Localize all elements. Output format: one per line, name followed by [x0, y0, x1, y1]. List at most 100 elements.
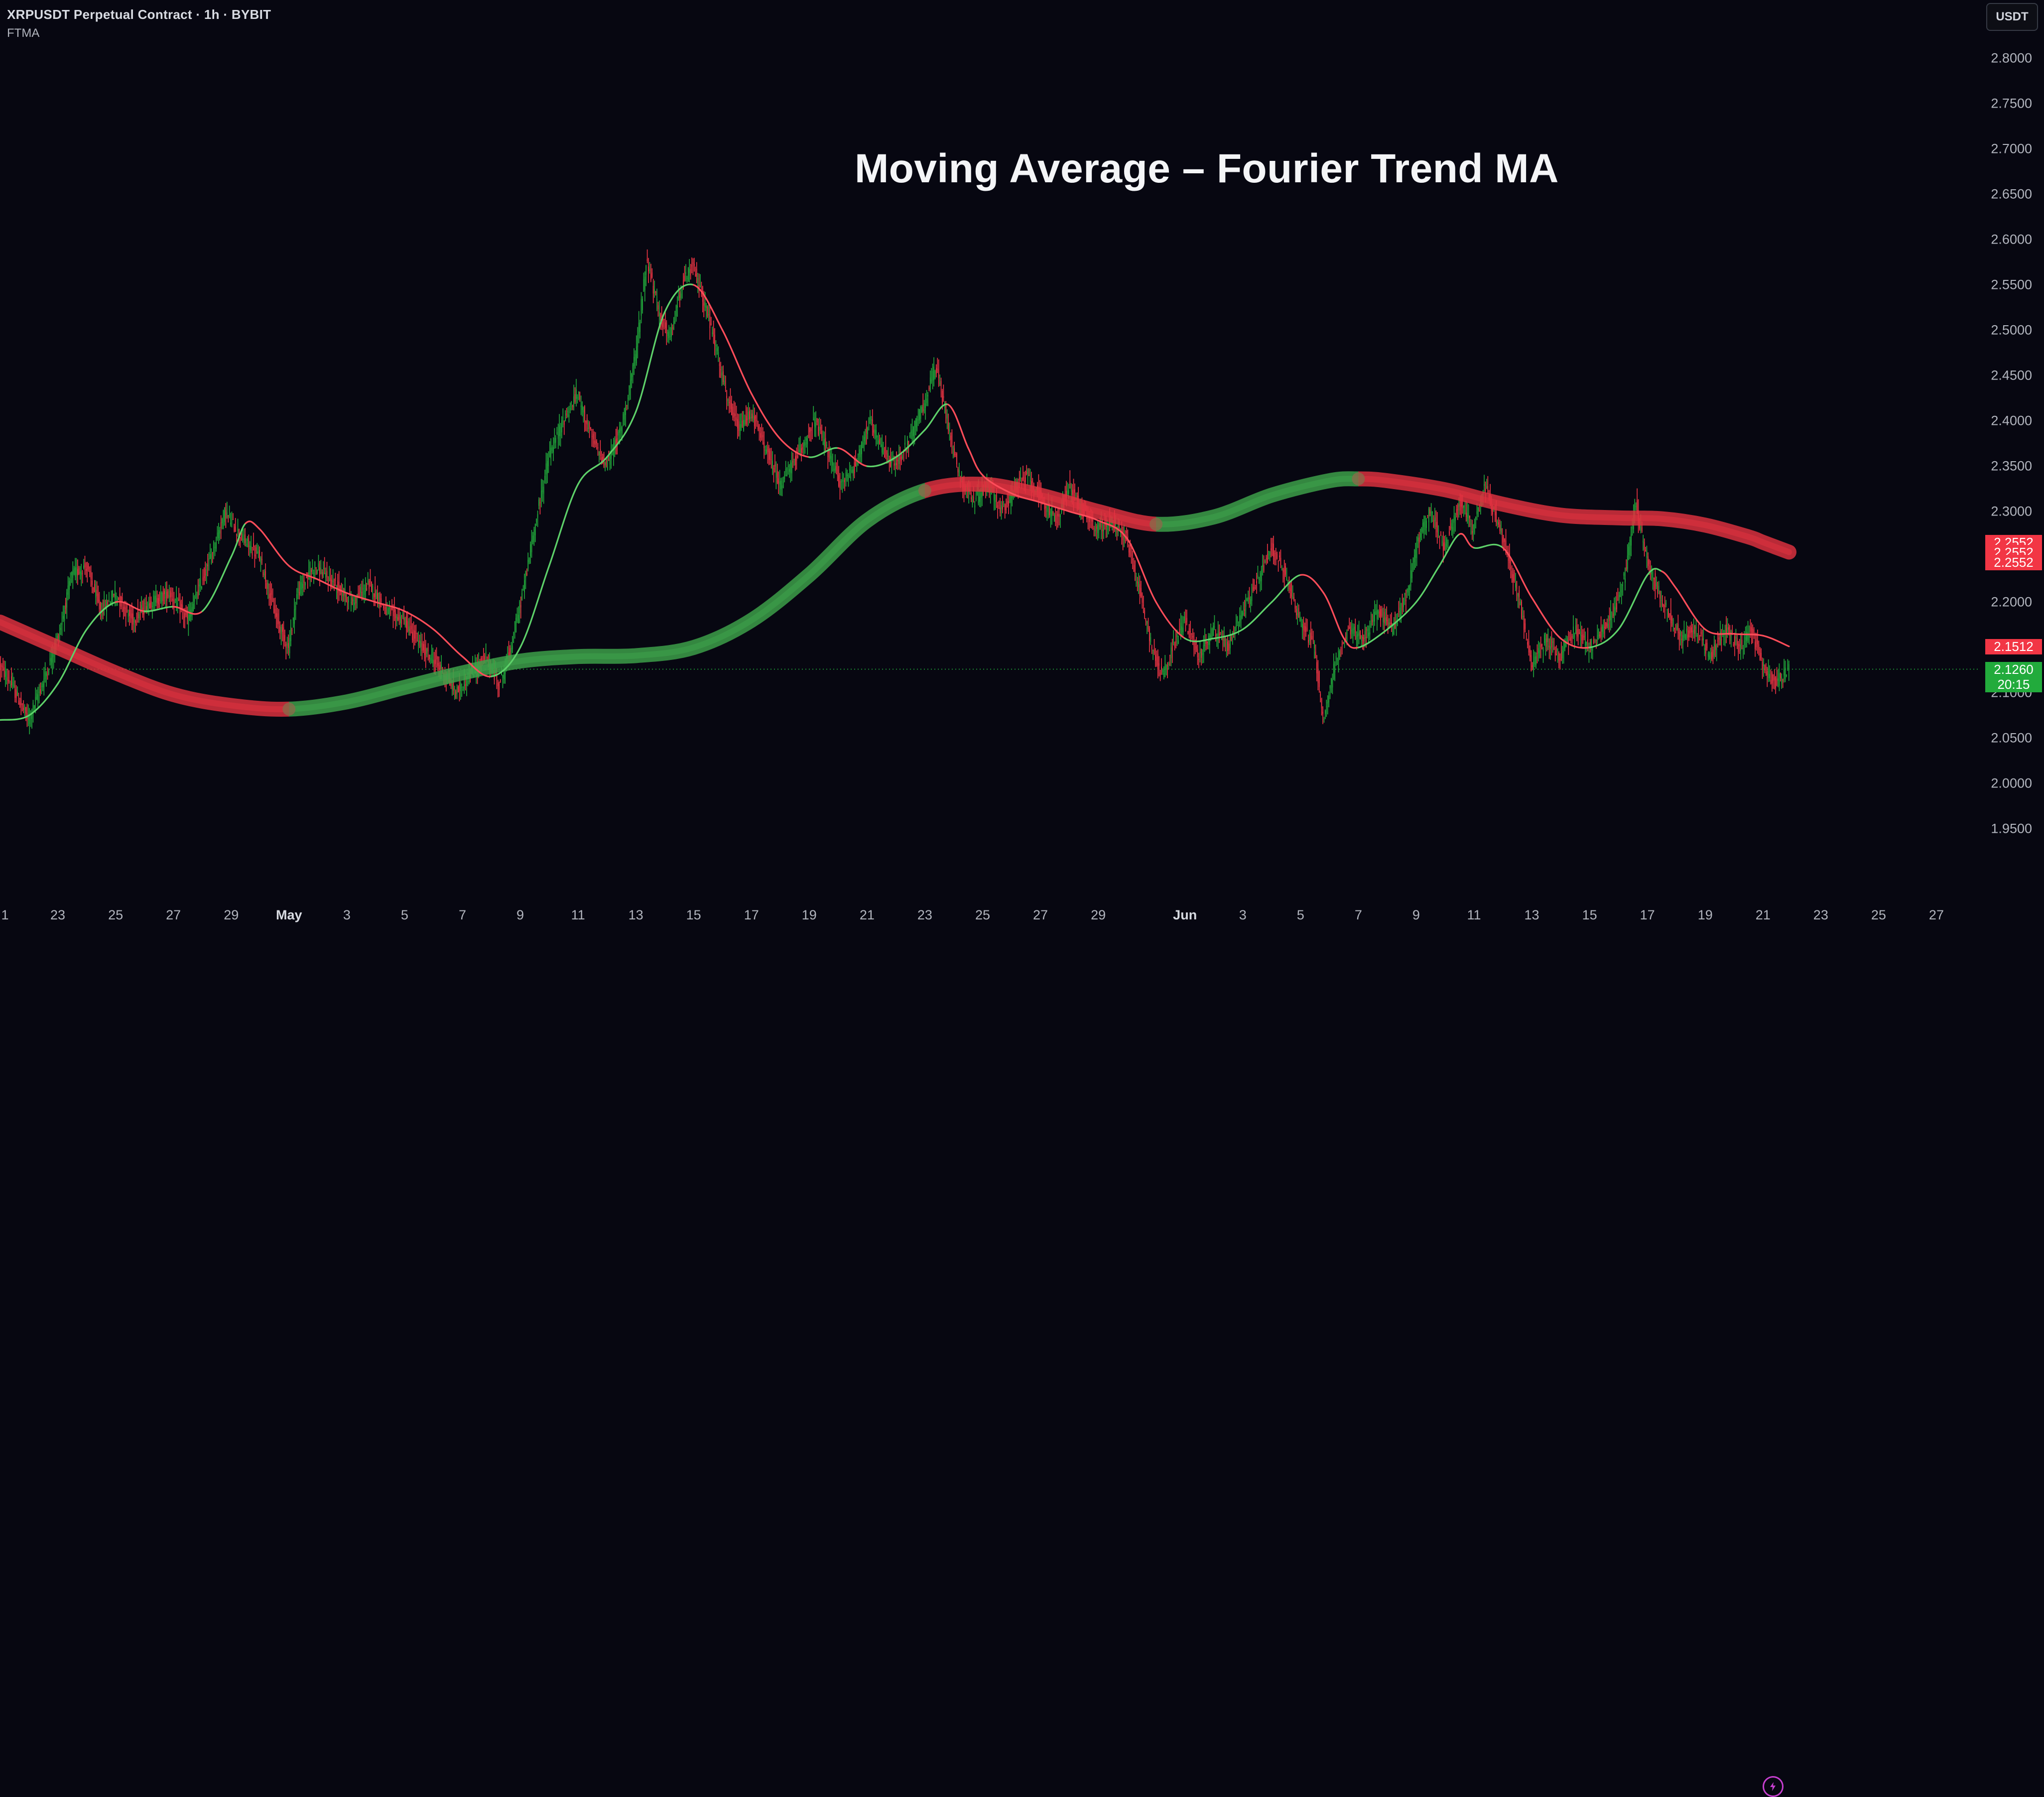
candle-body — [536, 518, 537, 522]
candle-body — [1050, 511, 1051, 517]
candle-body — [36, 693, 37, 700]
candle-body — [696, 268, 697, 277]
candle-body — [1751, 627, 1752, 636]
candle-body — [980, 493, 982, 498]
candle-body — [407, 621, 408, 632]
candle-body — [1410, 570, 1411, 587]
candle-body — [499, 683, 500, 690]
candle-body — [849, 469, 850, 471]
time-axis[interactable]: 1 23 25 27 29 May 3 5 7 9 11 13 15 17 19 21 23 25 27 29 Jun 3… — [0, 897, 1980, 1797]
candle-body — [549, 451, 550, 457]
candle-body — [43, 678, 45, 687]
chart-area[interactable]: XRPUSDT Perpetual Contract · 1h · BYBIT … — [0, 0, 1980, 897]
candle-body — [548, 457, 549, 466]
candle-body — [104, 600, 105, 607]
candle-body — [1233, 636, 1235, 638]
replay-icon[interactable] — [1763, 1776, 1784, 1797]
candle-body — [216, 542, 217, 549]
candle-body — [4, 671, 6, 677]
candle-body — [745, 416, 747, 424]
candle-body — [594, 440, 595, 444]
candle-body — [94, 584, 95, 593]
candle-body — [557, 434, 559, 439]
candle-body — [1646, 551, 1648, 558]
candle-body — [1181, 626, 1183, 636]
candle-body — [1640, 525, 1642, 531]
currency-button[interactable]: USDT — [1986, 3, 2038, 31]
candle-body — [1765, 672, 1767, 674]
candle-body — [420, 641, 421, 647]
candle-body — [1167, 665, 1168, 667]
candle-body — [1391, 623, 1392, 626]
candle-body — [576, 389, 577, 399]
candle-body — [544, 476, 545, 481]
candle-body — [502, 675, 504, 678]
candle-body — [1728, 627, 1729, 630]
candle-body — [945, 403, 947, 414]
candle-body — [1622, 585, 1623, 586]
candle-body — [1566, 638, 1568, 642]
candle-body — [784, 474, 785, 479]
candle-body — [1144, 610, 1146, 615]
candle-body — [1610, 609, 1611, 620]
candle-body — [76, 567, 77, 575]
price-chart[interactable] — [0, 0, 1980, 897]
candle-body — [1487, 486, 1489, 494]
candle-body — [872, 419, 873, 425]
candle-body — [1029, 481, 1031, 482]
candle-body — [303, 580, 305, 583]
candle-body — [1305, 627, 1307, 632]
candle-body — [1684, 635, 1686, 639]
price-tick: 2.0500 — [1991, 730, 2032, 746]
candle-body — [1155, 654, 1156, 661]
candle-body — [1057, 513, 1059, 516]
candle-body — [752, 413, 753, 419]
candle-body — [1515, 583, 1516, 588]
candle-body — [979, 497, 980, 502]
candle-body — [1332, 679, 1333, 688]
candle-body — [324, 567, 325, 569]
candle-body — [29, 716, 30, 724]
candle-body — [284, 635, 285, 641]
indicator-legend[interactable]: FTMA — [7, 26, 40, 40]
symbol-info[interactable]: XRPUSDT Perpetual Contract · 1h · BYBIT — [7, 7, 271, 22]
candle-body — [461, 687, 463, 688]
candle-body — [1051, 507, 1052, 516]
candle-body — [1197, 648, 1198, 657]
candle-body — [997, 505, 999, 508]
candle-body — [759, 424, 760, 431]
candle-body — [1647, 556, 1649, 566]
candle-body — [977, 492, 978, 494]
candle-body — [135, 621, 136, 623]
candle-body — [998, 501, 1000, 503]
fast-ma-segment — [1343, 638, 1359, 649]
candle-body — [691, 265, 692, 266]
candle-body — [1721, 639, 1722, 641]
candle-body — [690, 268, 691, 276]
candle-body — [1535, 656, 1536, 665]
candle-body — [301, 582, 302, 590]
candle-body — [1658, 586, 1660, 591]
candle-body — [1217, 631, 1219, 639]
candle-body — [1617, 600, 1619, 601]
candle-body — [1291, 584, 1292, 597]
candle-body — [750, 417, 752, 419]
candle-body — [205, 569, 206, 576]
candle-body — [18, 700, 19, 705]
candle-body — [410, 626, 412, 630]
candle-body — [943, 396, 944, 398]
candle-body — [298, 592, 300, 596]
candle-body — [249, 545, 251, 549]
slow-ma-core — [289, 487, 925, 712]
candle-body — [9, 685, 11, 686]
candle-body — [1644, 542, 1645, 550]
fast-ma-segment — [461, 655, 493, 677]
candle-body — [582, 405, 583, 410]
candle-body — [620, 427, 622, 431]
candle-body — [203, 576, 205, 578]
price-axis[interactable]: USDT 2.8000 2.7500 2.7000 2.6500 2.6000 2.550… — [1980, 0, 2044, 931]
candle-body — [865, 433, 866, 444]
candle-body — [1508, 551, 1509, 561]
candle-body — [1383, 618, 1384, 622]
candle-body — [1773, 674, 1774, 681]
